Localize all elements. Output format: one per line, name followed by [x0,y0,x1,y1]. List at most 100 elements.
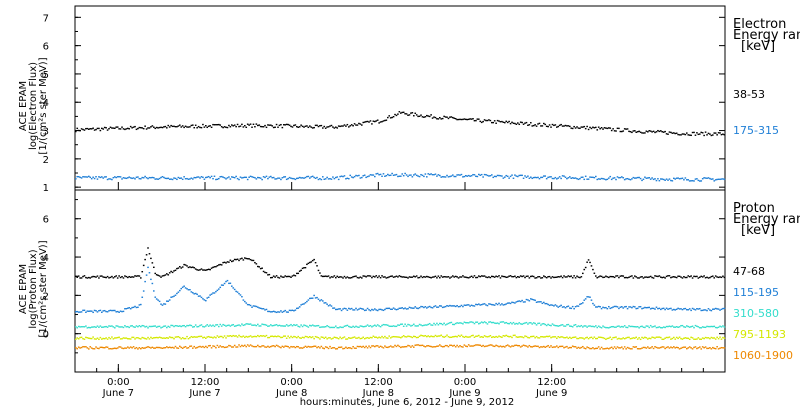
data-point [103,326,106,328]
data-point [122,310,125,313]
data-point [570,177,573,179]
data-point [593,304,596,306]
data-point [77,176,80,178]
data-point [216,289,219,292]
data-point [664,130,666,133]
data-point [352,345,354,348]
data-point [337,125,340,127]
data-point [420,344,422,347]
data-point [436,335,438,338]
data-point [587,178,590,180]
data-point [319,338,321,340]
data-point [413,115,415,117]
data-point [99,336,102,339]
data-point [93,348,96,350]
data-point [259,125,262,128]
data-point [479,336,482,338]
data-point [453,344,456,347]
data-point [226,126,229,129]
data-point [203,299,206,301]
data-point [89,128,92,130]
data-point [675,308,678,311]
data-point [166,177,168,180]
data-point [267,274,269,276]
data-point [293,335,295,338]
data-point [418,175,421,178]
data-point [719,132,721,134]
data-point [460,276,463,278]
data-point [349,326,352,328]
data-point [469,118,471,120]
data-point [206,176,209,178]
data-point [323,326,326,328]
data-point [618,337,620,340]
data-point [99,325,102,327]
data-point [189,126,191,128]
data-point [661,327,664,329]
data-point [563,125,565,127]
data-point [475,344,477,346]
data-point [356,309,359,311]
data-point [311,127,314,129]
data-point [587,128,590,131]
data-point [634,346,636,348]
data-point [184,337,187,340]
data-point [199,126,201,129]
data-point [447,345,450,348]
data-point [121,326,123,328]
data-point [362,326,365,328]
data-point [138,304,141,306]
data-point [574,346,577,348]
data-point [303,126,305,128]
data-point [200,268,203,270]
data-point [114,127,116,130]
data-point [722,133,724,135]
data-point [226,177,229,179]
data-point [218,123,220,126]
data-point [202,325,204,328]
data-point [129,338,132,340]
data-point [554,346,557,348]
data-point [460,334,463,336]
data-point [361,346,363,348]
data-point [144,125,146,127]
data-point [665,133,668,135]
data-point [358,122,360,125]
data-point [506,175,509,178]
data-point [644,132,646,134]
data-point [642,178,645,180]
data-point [686,132,688,134]
data-point [92,275,94,278]
data-point [424,346,427,348]
data-point [420,305,422,308]
data-point [222,284,224,286]
data-point [467,336,470,338]
data-point [271,276,274,279]
data-point [674,326,677,328]
data-point [186,288,188,290]
data-point [218,177,220,180]
data-point [589,126,591,129]
data-point [124,337,126,339]
data-point [358,345,360,348]
data-point [342,337,344,339]
data-point [479,174,482,176]
data-point [395,345,398,348]
data-point [664,337,666,339]
data-point [440,118,443,120]
data-point [431,346,434,348]
data-point [654,308,656,310]
data-point [441,276,444,278]
data-point [160,276,162,278]
data-point [173,270,175,272]
data-point [102,276,105,278]
data-point [268,336,271,339]
data-point [349,174,352,177]
data-point [303,303,305,305]
data-point [381,175,383,177]
data-point [111,325,113,327]
data-point [463,118,466,120]
data-point [356,326,359,328]
data-point [337,308,340,310]
data-point [199,269,201,271]
